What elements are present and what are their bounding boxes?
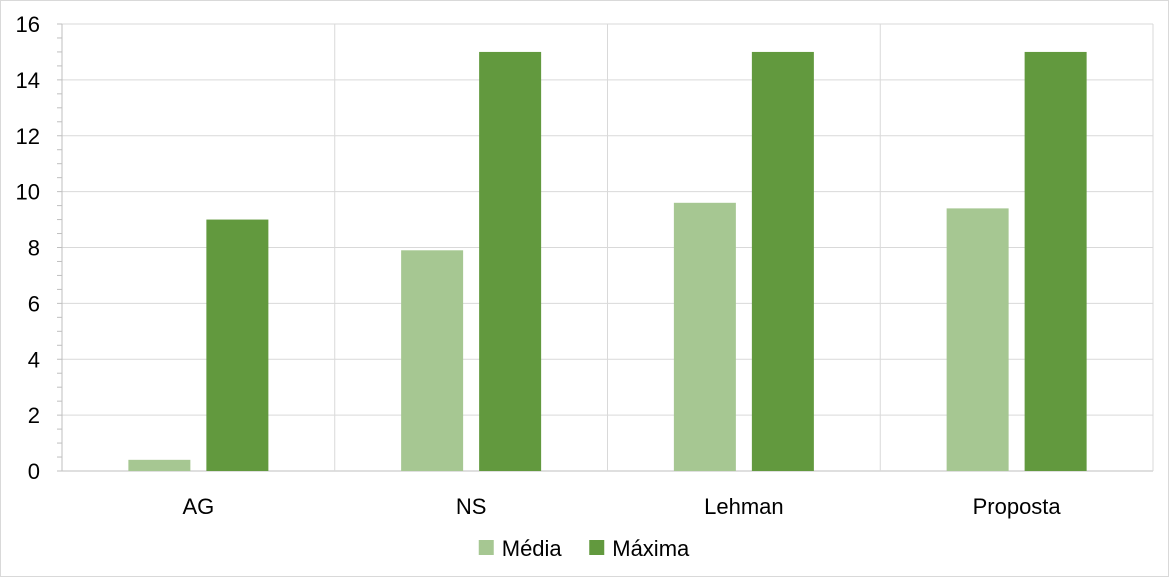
y-tick-label: 4 [28, 347, 40, 372]
y-tick-label: 10 [16, 180, 40, 205]
y-tick-label: 14 [16, 68, 40, 93]
x-category-label: Proposta [973, 494, 1062, 519]
y-tick-label: 2 [28, 403, 40, 428]
bar-maxima-lehman [751, 51, 814, 471]
legend-swatch-media [478, 540, 494, 555]
axis-labels: 0 2 4 6 8 10 12 14 16 AG NS Lehman Proposta [16, 12, 1062, 519]
x-category-label: Lehman [704, 494, 784, 519]
y-tick-label: 12 [16, 124, 40, 149]
y-tick-label: 6 [28, 291, 40, 316]
legend-swatch-maxima [589, 540, 605, 555]
bar-maxima-ns [479, 51, 542, 471]
legend-label-media: Média [502, 536, 563, 561]
bar-maxima-proposta [1024, 51, 1087, 471]
y-tick-label: 16 [16, 12, 40, 37]
bar-media-proposta [946, 208, 1009, 471]
x-category-label: AG [182, 494, 214, 519]
bar-media-lehman [673, 202, 736, 472]
axes [57, 23, 63, 472]
legend-label-maxima: Máxima [612, 536, 690, 561]
bar-media-ns [401, 250, 464, 471]
bar-maxima-ag [206, 219, 269, 471]
bars [128, 51, 1087, 472]
y-tick-label: 0 [28, 459, 40, 484]
y-tick-label: 8 [28, 236, 40, 261]
x-category-label: NS [456, 494, 487, 519]
legend: Média Máxima [478, 536, 690, 561]
bar-media-ag [128, 459, 191, 471]
